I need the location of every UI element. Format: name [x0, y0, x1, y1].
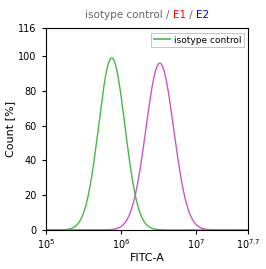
Text: E2: E2: [196, 10, 209, 20]
Text: E1: E1: [173, 10, 186, 20]
X-axis label: FITC-A: FITC-A: [130, 253, 164, 263]
Text: /: /: [186, 10, 196, 20]
Legend: isotype control: isotype control: [151, 33, 244, 47]
Text: isotype control /: isotype control /: [85, 10, 173, 20]
Y-axis label: Count [%]: Count [%]: [6, 101, 15, 157]
